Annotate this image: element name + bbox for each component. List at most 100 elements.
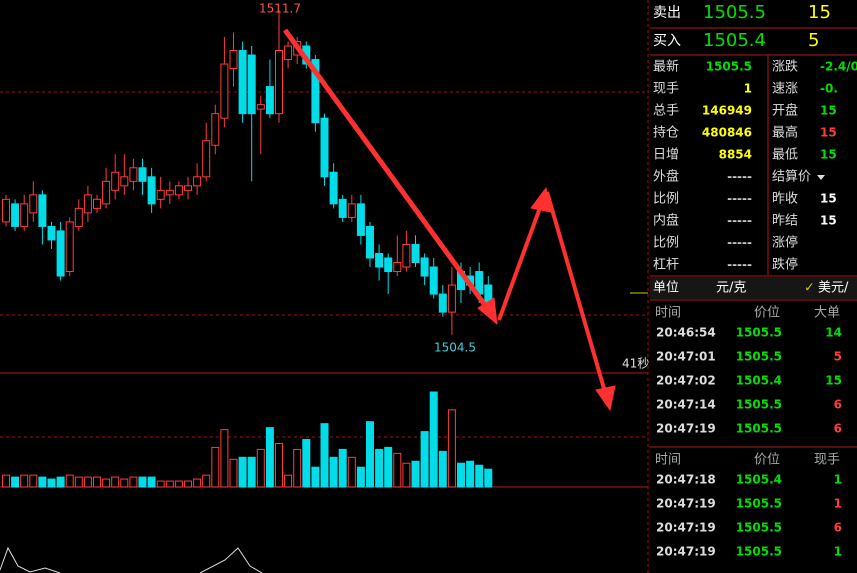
quote-panel: ✓ 卖出1505.515买入1505.45最新1505.5涨跌-2.4/0.现手… [650,2,857,559]
stat-value: ----- [727,192,752,206]
stat-value: ----- [727,214,752,228]
candle-body [320,117,329,178]
arrow [282,28,493,314]
candle-body [93,198,101,209]
candles [2,9,493,335]
volume-bar [120,478,129,488]
table-header: 现手 [814,453,840,468]
candle-body [20,203,29,227]
candle-body [174,185,183,196]
volume-bar [393,452,402,488]
unit-option: 美元/ [818,281,849,296]
stat-label: 最新 [653,59,679,75]
tick-price: 1505.5 [736,545,782,559]
stat-value: 15 [820,148,837,162]
volume-bar [29,474,38,488]
volume-bar [238,456,247,488]
quote-size: 15 [808,2,831,23]
tick-price: 1505.5 [736,326,782,340]
volume-bar [338,448,347,488]
unit-label: 单位 [653,281,679,296]
candle-body [338,198,347,218]
candle-body [11,203,20,227]
stat-label: 比例 [653,236,679,251]
candle-body [211,113,220,146]
volume-bar [211,446,220,488]
volume-bar [256,448,265,488]
candle-body [2,198,10,223]
candle-body [256,104,265,110]
tick-time: 20:47:19 [656,422,716,436]
tick-time: 20:47:18 [656,473,716,487]
volume-bar [174,480,183,488]
volume-bar [375,448,384,488]
candle-body [384,257,393,273]
tick-price: 1505.5 [736,422,782,436]
stat-label: 跌停 [772,257,798,273]
volume-bar [129,476,138,488]
unit-value: 元/克 [716,281,746,296]
candle-body [356,203,365,236]
indicator-line [199,547,263,573]
volume-bar [247,456,256,488]
volume-bar [284,474,293,488]
candle-body [247,54,256,115]
tick-time: 20:47:19 [656,497,716,511]
volume-bar [329,456,338,488]
candle-body [111,171,120,191]
candle-body [284,45,293,61]
stat-label: 现手 [653,82,679,97]
stat-value: 1 [744,82,752,96]
tick-qty: 5 [834,350,842,364]
candle-body [83,194,92,214]
candle-body [138,167,147,182]
tick-price: 1505.4 [736,374,782,388]
stat-label: 外盘 [653,169,679,185]
table-header: 时间 [655,306,681,321]
dropdown-caret[interactable] [817,175,825,180]
volume-bar [156,480,165,488]
candle-body [193,176,202,187]
volume-bar [2,474,10,488]
stat-label: 杠杆 [653,257,679,273]
tick-time: 20:47:02 [656,374,716,388]
volume-bar [420,431,429,488]
volume-bar [229,458,238,488]
table-header: 价位 [754,306,780,321]
tick-qty: 6 [834,422,842,436]
candle-body [47,225,56,241]
volume-bars [2,391,493,488]
quote-price: 1505.5 [703,2,766,23]
stat-value: -2.4/0. [820,60,857,74]
volume-bar [202,474,211,488]
stat-label: 最低 [772,148,798,163]
tick-time: 20:47:01 [656,350,716,364]
volume-bar [74,476,83,488]
volume-bar [83,476,92,488]
volume-bar [384,446,393,488]
stat-value: 15 [820,192,837,206]
volume-bar [447,409,456,488]
tick-price: 1505.5 [736,350,782,364]
candle-body [120,176,129,187]
candle-body [165,189,174,196]
tick-qty: 1 [834,545,842,559]
volume-bar [484,468,493,488]
candle-body [74,207,83,227]
tick-qty: 6 [834,521,842,535]
stat-value: -0. [820,82,838,96]
tick-qty: 1 [834,473,842,487]
candle-body [56,230,65,277]
candle-body [366,225,374,259]
candle-body [38,194,47,227]
volume-bar [311,466,320,488]
stat-value: 146949 [702,104,752,118]
volume-bar [265,427,274,488]
volume-bar [402,462,411,488]
arrowhead [595,385,616,411]
volume-bar [184,480,192,488]
tick-qty: 6 [834,398,842,412]
annotation-arrows [282,28,616,411]
stat-value: 8854 [719,148,752,162]
candle-body [447,284,456,313]
